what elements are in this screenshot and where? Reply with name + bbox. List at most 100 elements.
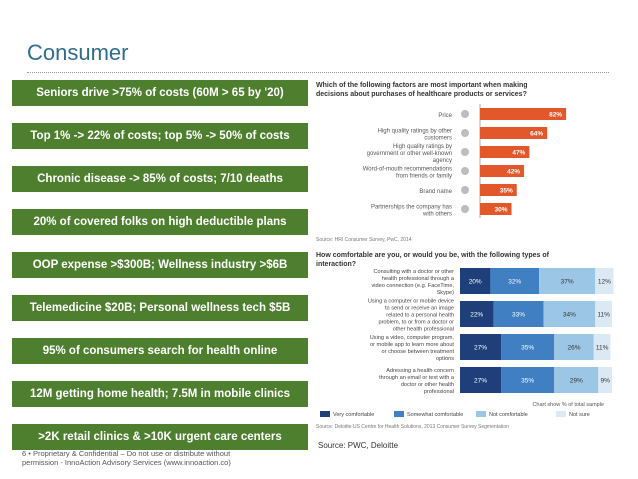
chart1-category-label: High quality ratings by — [393, 144, 452, 150]
chart1-value-label: 30% — [494, 207, 507, 214]
chart1-category-label: customers — [424, 136, 452, 142]
chart1-category-label: government or other well-known — [367, 151, 452, 157]
chart2-bar-segment — [539, 268, 596, 294]
chart2-bar-segment — [554, 367, 599, 393]
chart2-category-label: Adressing a health concern — [386, 368, 454, 374]
fact-box-deductible-plans: 20% of covered folks on high deductible … — [12, 209, 308, 235]
chart2-bar-segment — [493, 301, 544, 327]
chart1-bar — [480, 127, 548, 139]
chart2-source: Source: Deloitte US Centre for Health So… — [316, 424, 509, 430]
chart2-value-label: 27% — [474, 345, 487, 352]
chart1-bar — [480, 146, 530, 158]
chart2-title-line: interaction? — [316, 261, 356, 268]
chart2-category-label: Consulting with a doctor or other — [373, 269, 454, 275]
chart1-value-label: 35% — [500, 188, 513, 195]
fact-box-retail-clinics: >2K retail clinics & >10K urgent care ce… — [12, 424, 308, 450]
chart2-value-label: 26% — [567, 345, 580, 352]
chart2-bar-segment — [460, 334, 502, 360]
chart1-category-icon — [461, 110, 469, 118]
chart2-category-label: health professional through a — [382, 276, 455, 282]
chart1-category-label: Brand name — [419, 189, 452, 195]
chart2-value-label: 22% — [470, 312, 483, 319]
chart2-bar-segment — [598, 367, 612, 393]
chart1-category-icon — [461, 167, 469, 175]
chart2-legend-label: Not comfortable — [489, 412, 528, 418]
chart1-value-label: 47% — [512, 150, 525, 157]
chart1-bar — [480, 108, 567, 120]
chart2-category-label: Using a video, computer program, — [370, 335, 455, 341]
chart2-category-label: Using a computer or mobile device — [368, 299, 454, 305]
chart2-category-label: through an email or text with a — [379, 375, 455, 381]
fact-box-home-health: 12M getting home health; 7.5M in mobile … — [12, 381, 308, 407]
chart1-category-label: Partnerships the company has — [371, 205, 452, 211]
page-title: Consumer — [27, 40, 129, 65]
fact-box-telemedicine: Telemedicine $20B; Personal wellness tec… — [12, 295, 308, 321]
footer: 6 • Proprietary & Confidential – Do not … — [22, 449, 231, 467]
purchase-factors-chart: Which of the following factors are most … — [316, 82, 567, 243]
chart2-category-label: doctor or other health — [401, 382, 454, 388]
chart2-value-label: 12% — [598, 279, 611, 286]
chart1-bar — [480, 184, 517, 196]
footer-line-1: 6 • Proprietary & Confidential – Do not … — [22, 449, 231, 458]
chart1-value-label: 42% — [507, 169, 520, 176]
chart2-legend-label: Not sure — [569, 412, 590, 418]
chart2-bar-segment — [595, 268, 614, 294]
chart2-category-label: related to a personal health — [386, 313, 454, 319]
chart2-bar-segment — [501, 334, 555, 360]
fact-list: Seniors drive >75% of costs (60M > 65 by… — [12, 80, 308, 467]
chart1-category-label: agency — [433, 158, 452, 164]
chart2-bar-segment — [490, 268, 540, 294]
chart2-category-label: or choose between treatment — [382, 349, 455, 355]
chart2-category-label: to send or receive an image — [385, 306, 454, 312]
chart2-value-label: 20% — [469, 279, 482, 286]
chart2-value-label: 32% — [508, 279, 521, 286]
chart2-value-label: 37% — [561, 279, 574, 286]
chart1-category-icon — [461, 205, 469, 213]
chart2-value-label: 29% — [570, 378, 583, 385]
chart2-category-label: video connection (e.g. FaceTime, — [372, 283, 455, 289]
chart2-note: Chart show % of total sample — [532, 402, 604, 408]
chart1-category-label: Word-of-mouth recommendations — [363, 167, 452, 173]
chart2-bar-segment — [543, 301, 596, 327]
chart2-legend-swatch — [556, 411, 566, 417]
chart1-category-label: with others — [422, 212, 452, 218]
chart1-category-label: from friends or family — [396, 174, 452, 180]
fact-box-oop-expense: OOP expense >$300B; Wellness industry >$… — [12, 252, 308, 278]
fact-box-chronic-disease: Chronic disease -> 85% of costs; 7/10 de… — [12, 166, 308, 192]
chart2-title-line: How comfortable are you, or would you be… — [316, 252, 550, 259]
chart1-category-icon — [461, 129, 469, 137]
chart2-category-label: problem, to or from a doctor or — [378, 320, 454, 326]
chart2-category-label: professional — [424, 389, 454, 395]
chart1-bar — [480, 165, 525, 177]
chart2-value-label: 11% — [597, 312, 610, 319]
chart-source: Source: PWC, Deloitte — [318, 441, 399, 450]
chart2-value-label: 11% — [596, 345, 609, 352]
chart1-bar — [480, 203, 512, 215]
chart2-bar-segment — [460, 268, 491, 294]
chart1-category-icon — [461, 148, 469, 156]
chart2-category-label: options — [436, 356, 454, 362]
chart2-bar-segment — [554, 334, 594, 360]
chart2-bar-segment — [460, 367, 502, 393]
chart2-legend-label: Somewhat comfortable — [407, 412, 463, 418]
chart1-value-label: 64% — [530, 131, 543, 138]
chart2-category-label: or mobile app to learn more about — [370, 342, 454, 348]
chart2-bar-segment — [595, 301, 612, 327]
fact-box-seniors: Seniors drive >75% of costs (60M > 65 by… — [12, 80, 308, 106]
chart2-bar-segment — [501, 367, 555, 393]
chart2-value-label: 35% — [521, 378, 534, 385]
chart2-legend-swatch — [394, 411, 404, 417]
chart2-value-label: 27% — [474, 378, 487, 385]
interaction-comfort-chart: How comfortable are you, or would you be… — [316, 252, 614, 430]
footer-line-2: permission - InnoAction Advisory Service… — [22, 458, 231, 467]
chart1-category-label: Price — [438, 113, 452, 119]
chart1-title-line: Which of the following factors are most … — [316, 82, 528, 89]
chart2-value-label: 35% — [521, 345, 534, 352]
chart2-bar-segment — [593, 334, 611, 360]
chart2-value-label: 9% — [600, 378, 610, 385]
chart2-value-label: 34% — [563, 312, 576, 319]
chart2-value-label: 33% — [512, 312, 525, 319]
chart2-category-label: Skype) — [437, 290, 455, 296]
chart1-category-icon — [461, 186, 469, 194]
chart2-legend-label: Very comfortable — [333, 412, 374, 418]
